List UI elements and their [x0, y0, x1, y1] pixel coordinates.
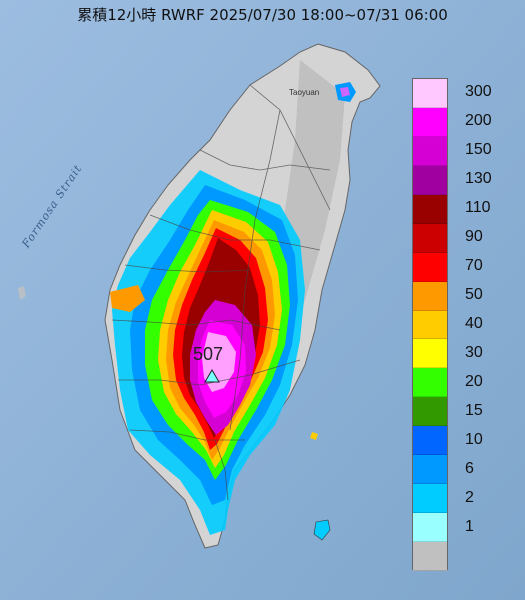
legend-swatch [413, 136, 447, 166]
green-island [310, 432, 318, 440]
legend-label: 90 [465, 228, 483, 246]
legend-swatch [413, 426, 447, 456]
legend-label: 2 [465, 488, 474, 506]
max-value-marker [204, 369, 220, 383]
legend-swatch [413, 107, 447, 137]
legend-swatch [413, 542, 447, 571]
legend-label: 150 [465, 141, 492, 159]
legend-label: 50 [465, 286, 483, 304]
legend-swatch [413, 223, 447, 253]
legend-label: 1 [465, 517, 474, 535]
rainfall-legend [412, 78, 448, 571]
legend-swatch [413, 484, 447, 514]
legend-swatch [413, 165, 447, 195]
legend-swatch [413, 194, 447, 224]
city-label: Taoyuan [289, 88, 320, 97]
northeast-shower-core [340, 87, 350, 97]
county-boundaries [111, 84, 331, 501]
legend-label: 6 [465, 459, 474, 477]
legend-swatch [413, 252, 447, 282]
legend-swatch [413, 397, 447, 427]
legend-label: 200 [465, 112, 492, 130]
legend-label: 130 [465, 170, 492, 188]
legend-label: 30 [465, 343, 483, 361]
legend-swatch [413, 368, 447, 398]
legend-label: 70 [465, 257, 483, 275]
legend-label: 20 [465, 372, 483, 390]
legend-swatch [413, 79, 447, 108]
legend-label: 15 [465, 401, 483, 419]
legend-swatch [413, 513, 447, 543]
map-title: 累積12小時 RWRF 2025/07/30 18:00~07/31 06:00 [77, 6, 448, 24]
legend-label: 110 [465, 199, 491, 217]
max-value-label: 507 [193, 344, 224, 364]
legend-swatch [413, 455, 447, 485]
legend-swatch [413, 339, 447, 369]
legend-swatch [413, 310, 447, 340]
legend-swatch [413, 281, 447, 311]
penghu-islands [18, 286, 26, 300]
legend-label: 300 [465, 83, 492, 101]
legend-label: 40 [465, 315, 483, 332]
orchid-island [313, 519, 331, 541]
west-coast-shower [110, 285, 145, 312]
legend-label: 10 [465, 430, 483, 448]
